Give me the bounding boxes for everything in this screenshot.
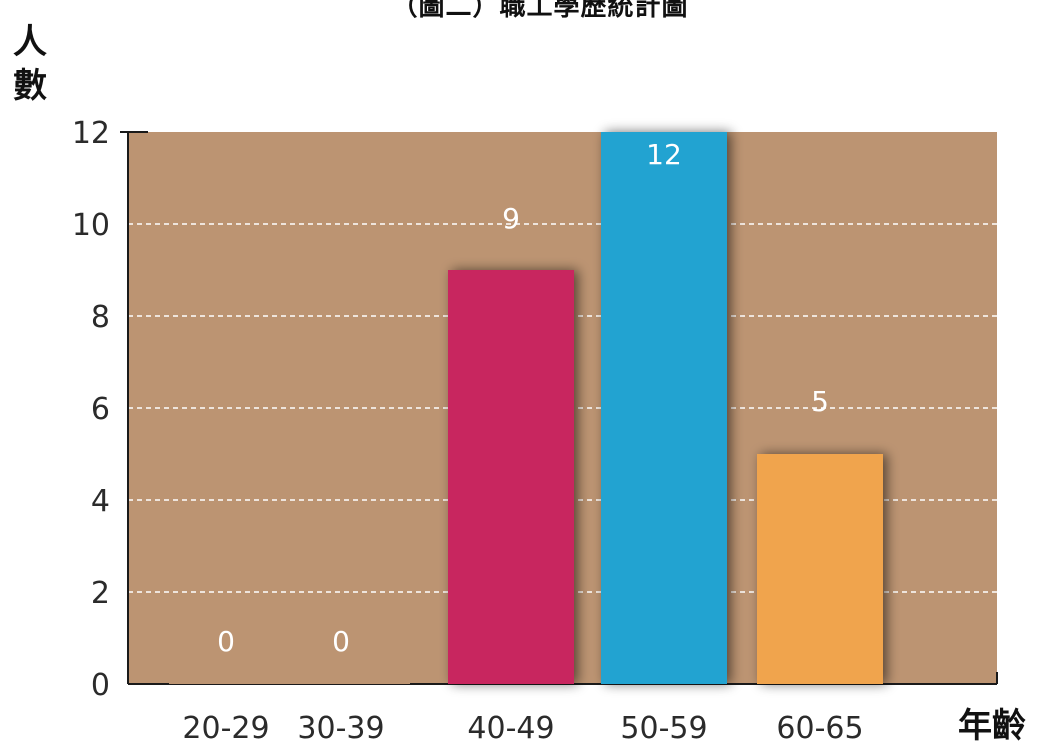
x-tick-labels: 20-29 30-39 40-49 50-59 60-65 (182, 711, 863, 746)
x-axis-label: 年齡 (958, 706, 1026, 746)
bar-50-59 (601, 132, 727, 684)
bars (169, 132, 883, 684)
data-labels: 0 0 9 12 5 (217, 138, 829, 658)
y-tick-label: 6 (91, 392, 110, 427)
x-tick-label: 30-39 (297, 711, 384, 746)
y-tick-label: 4 (91, 484, 110, 519)
chart-title: （圖二）職工學歷統計圖 (391, 0, 689, 22)
x-tick-label: 20-29 (182, 711, 269, 746)
data-label-20-29: 0 (217, 625, 235, 658)
y-tick-label: 0 (91, 668, 110, 703)
y-tick-label: 12 (72, 116, 110, 151)
x-tick-label: 40-49 (467, 711, 554, 746)
y-tick-labels: 0 2 4 6 8 10 12 (72, 116, 110, 703)
data-label-60-65: 5 (811, 385, 829, 418)
y-tick-label: 10 (72, 208, 110, 243)
data-label-30-39: 0 (332, 625, 350, 658)
bar-20-29 (169, 683, 295, 684)
y-tick-label: 2 (91, 576, 110, 611)
bar-60-65 (757, 454, 883, 684)
bar-40-49 (448, 270, 574, 684)
y-tick-label: 8 (91, 300, 110, 335)
data-label-40-49: 9 (502, 202, 520, 235)
y-axis-label: 人數 (13, 22, 47, 106)
data-label-50-59: 12 (646, 138, 682, 171)
bar-30-39 (284, 683, 410, 684)
x-tick-label: 60-65 (776, 711, 863, 746)
x-tick-label: 50-59 (620, 711, 707, 746)
